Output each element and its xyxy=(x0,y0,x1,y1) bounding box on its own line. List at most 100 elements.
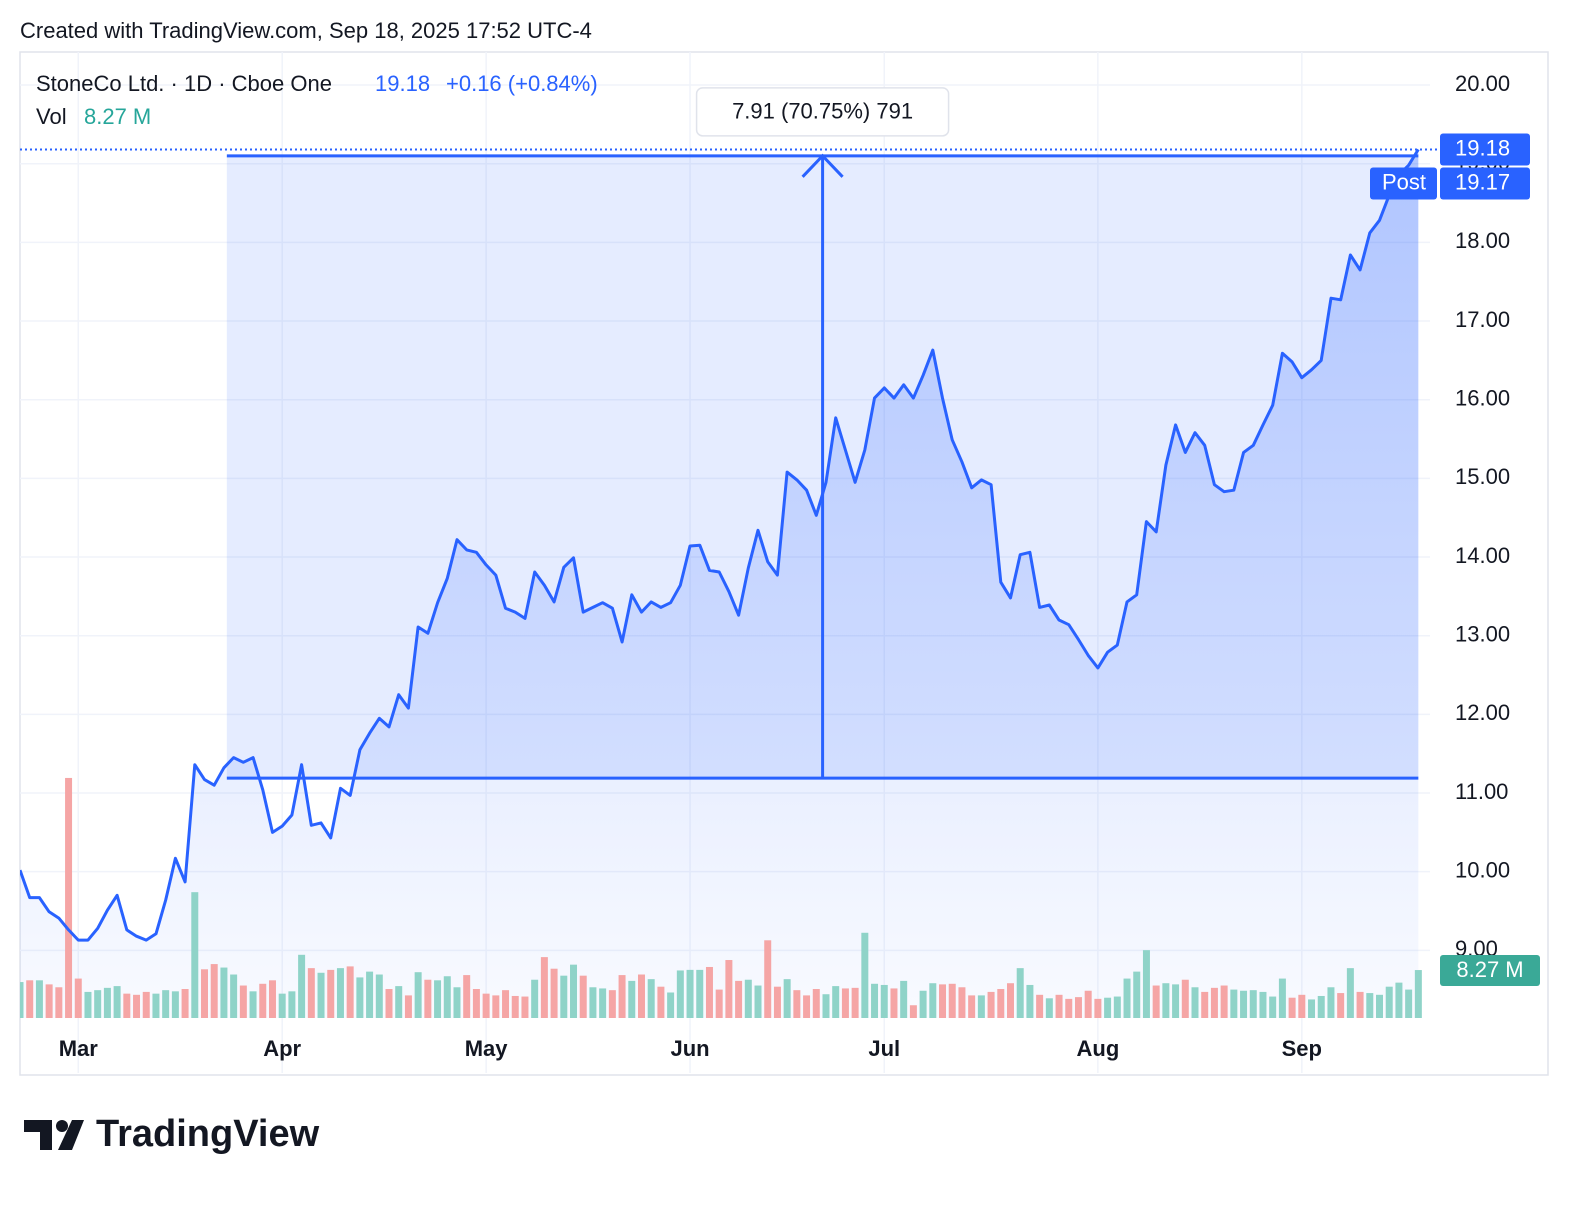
volume-bar xyxy=(783,979,791,1018)
volume-bar xyxy=(385,989,393,1018)
volume-bar xyxy=(74,978,82,1018)
volume-badge-label: 8.27 M xyxy=(1456,957,1523,982)
volume-bar xyxy=(715,989,723,1018)
volume-bar xyxy=(812,989,820,1018)
post-price-badge xyxy=(1440,167,1530,200)
volume-bar xyxy=(1104,997,1112,1018)
volume-bar xyxy=(45,984,53,1018)
x-tick-label: May xyxy=(465,1036,509,1061)
volume-bar xyxy=(735,980,743,1018)
volume-bar xyxy=(1084,990,1092,1018)
volume-bar xyxy=(521,996,529,1018)
volume-bar xyxy=(832,986,840,1018)
post-tag: Post xyxy=(1382,169,1426,194)
volume-bar xyxy=(977,995,985,1018)
volume-bar xyxy=(1133,971,1141,1018)
volume-bar xyxy=(502,990,510,1018)
volume-bar xyxy=(1298,994,1306,1018)
volume-bar xyxy=(628,980,636,1018)
logo: TradingView xyxy=(24,1113,320,1155)
volume-bar xyxy=(230,974,238,1018)
y-tick-label: 11.00 xyxy=(1455,779,1508,804)
volume-bar xyxy=(909,1005,917,1018)
volume-bar xyxy=(220,967,228,1018)
chart-title: StoneCo Ltd. · 1D · Cboe One xyxy=(36,71,332,96)
volume-bar xyxy=(1405,989,1413,1018)
post-tag-badge xyxy=(1370,167,1437,200)
volume-bar xyxy=(65,777,73,1018)
volume-bar xyxy=(181,989,189,1018)
volume-bar xyxy=(1278,978,1286,1018)
legend-volume-name: Vol xyxy=(36,104,67,129)
volume-bar xyxy=(997,989,1005,1018)
y-tick-label: 17.00 xyxy=(1455,307,1510,332)
volume-bar xyxy=(482,993,490,1018)
volume-bar xyxy=(1230,989,1238,1018)
volume-bar xyxy=(210,964,218,1018)
volume-badge xyxy=(1440,955,1540,987)
volume-bar xyxy=(1366,993,1374,1018)
volume-bar xyxy=(434,980,442,1018)
volume-bar xyxy=(1376,994,1383,1018)
volume-bar xyxy=(1113,996,1121,1018)
volume-bar xyxy=(1385,986,1393,1018)
volume-bar xyxy=(20,982,24,1018)
volume-bar xyxy=(987,991,995,1018)
volume-bar xyxy=(26,980,34,1018)
legend-price: 19.18 xyxy=(375,71,430,96)
legend-volume: 8.27 M xyxy=(84,104,151,129)
volume-bar xyxy=(550,968,558,1018)
volume-bar xyxy=(1055,994,1063,1018)
volume-bar xyxy=(676,970,684,1018)
volume-bar xyxy=(201,969,208,1018)
volume-bar xyxy=(55,987,63,1018)
y-tick-label: 12.00 xyxy=(1455,700,1510,725)
volume-bar xyxy=(103,987,111,1018)
volume-bar xyxy=(327,969,335,1018)
volume-bar xyxy=(773,986,781,1018)
volume-bar xyxy=(492,995,500,1018)
volume-bar xyxy=(472,989,480,1018)
volume-bar xyxy=(754,985,762,1018)
volume-bar xyxy=(317,972,325,1018)
volume-bar xyxy=(375,974,383,1018)
measure-arrowhead xyxy=(801,153,844,178)
volume-bar xyxy=(968,995,976,1018)
volume-bar xyxy=(1288,997,1296,1018)
volume-bar xyxy=(579,975,587,1018)
volume-bar xyxy=(288,991,296,1018)
volume-bar xyxy=(298,954,306,1018)
volume-bar xyxy=(1249,990,1257,1018)
volume-bar xyxy=(725,960,733,1018)
volume-bar xyxy=(259,983,267,1018)
volume-bar xyxy=(35,980,43,1018)
logo-mark xyxy=(24,1120,52,1150)
volume-bar xyxy=(1152,985,1160,1018)
volume-bar xyxy=(1395,982,1403,1018)
volume-bar xyxy=(1220,985,1228,1018)
volume-bar xyxy=(822,994,830,1018)
volume-bar xyxy=(191,892,199,1018)
volume-bar xyxy=(1308,999,1316,1018)
volume-bar xyxy=(560,975,568,1018)
volume-bar xyxy=(803,995,811,1018)
measure-label: 7.91 (70.75%) 791 xyxy=(732,99,913,124)
volume-bar xyxy=(657,986,665,1018)
header: Created with TradingView.com, Sep 18, 20… xyxy=(20,18,592,43)
chart-frame xyxy=(19,51,1549,1076)
y-tick-label: 14.00 xyxy=(1455,543,1510,568)
volume-bar xyxy=(278,993,286,1018)
volume-bar xyxy=(307,968,315,1018)
volume-bar xyxy=(686,969,694,1018)
volume-bar xyxy=(239,985,247,1018)
volume-bar xyxy=(1065,998,1073,1018)
x-tick-label: Sep xyxy=(1282,1036,1322,1061)
volume-bar xyxy=(453,987,461,1018)
volume-bar xyxy=(142,991,150,1018)
volume-bar xyxy=(133,994,141,1018)
volume-bar xyxy=(1317,995,1325,1018)
volume-bar xyxy=(618,975,626,1018)
x-tick-label: Aug xyxy=(1077,1036,1120,1061)
measure-label-box xyxy=(695,87,950,137)
